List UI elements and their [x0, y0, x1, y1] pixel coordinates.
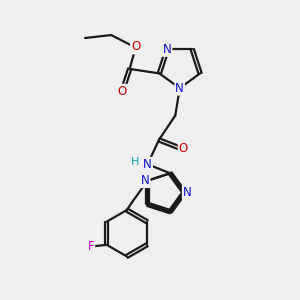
Text: N: N — [143, 158, 152, 171]
Text: O: O — [179, 142, 188, 155]
Text: N: N — [163, 43, 172, 56]
Text: O: O — [118, 85, 127, 98]
Text: N: N — [175, 82, 184, 95]
Text: H: H — [131, 157, 139, 167]
Text: F: F — [88, 240, 94, 253]
Text: O: O — [131, 40, 140, 53]
Text: N: N — [141, 174, 150, 187]
Text: N: N — [183, 186, 191, 199]
